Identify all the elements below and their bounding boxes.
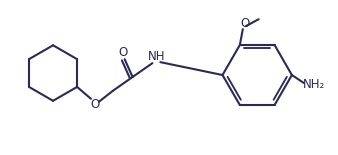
Text: O: O bbox=[240, 17, 249, 30]
Text: NH₂: NH₂ bbox=[303, 78, 325, 91]
Text: O: O bbox=[90, 98, 100, 111]
Text: NH: NH bbox=[148, 50, 165, 63]
Text: O: O bbox=[118, 46, 127, 59]
